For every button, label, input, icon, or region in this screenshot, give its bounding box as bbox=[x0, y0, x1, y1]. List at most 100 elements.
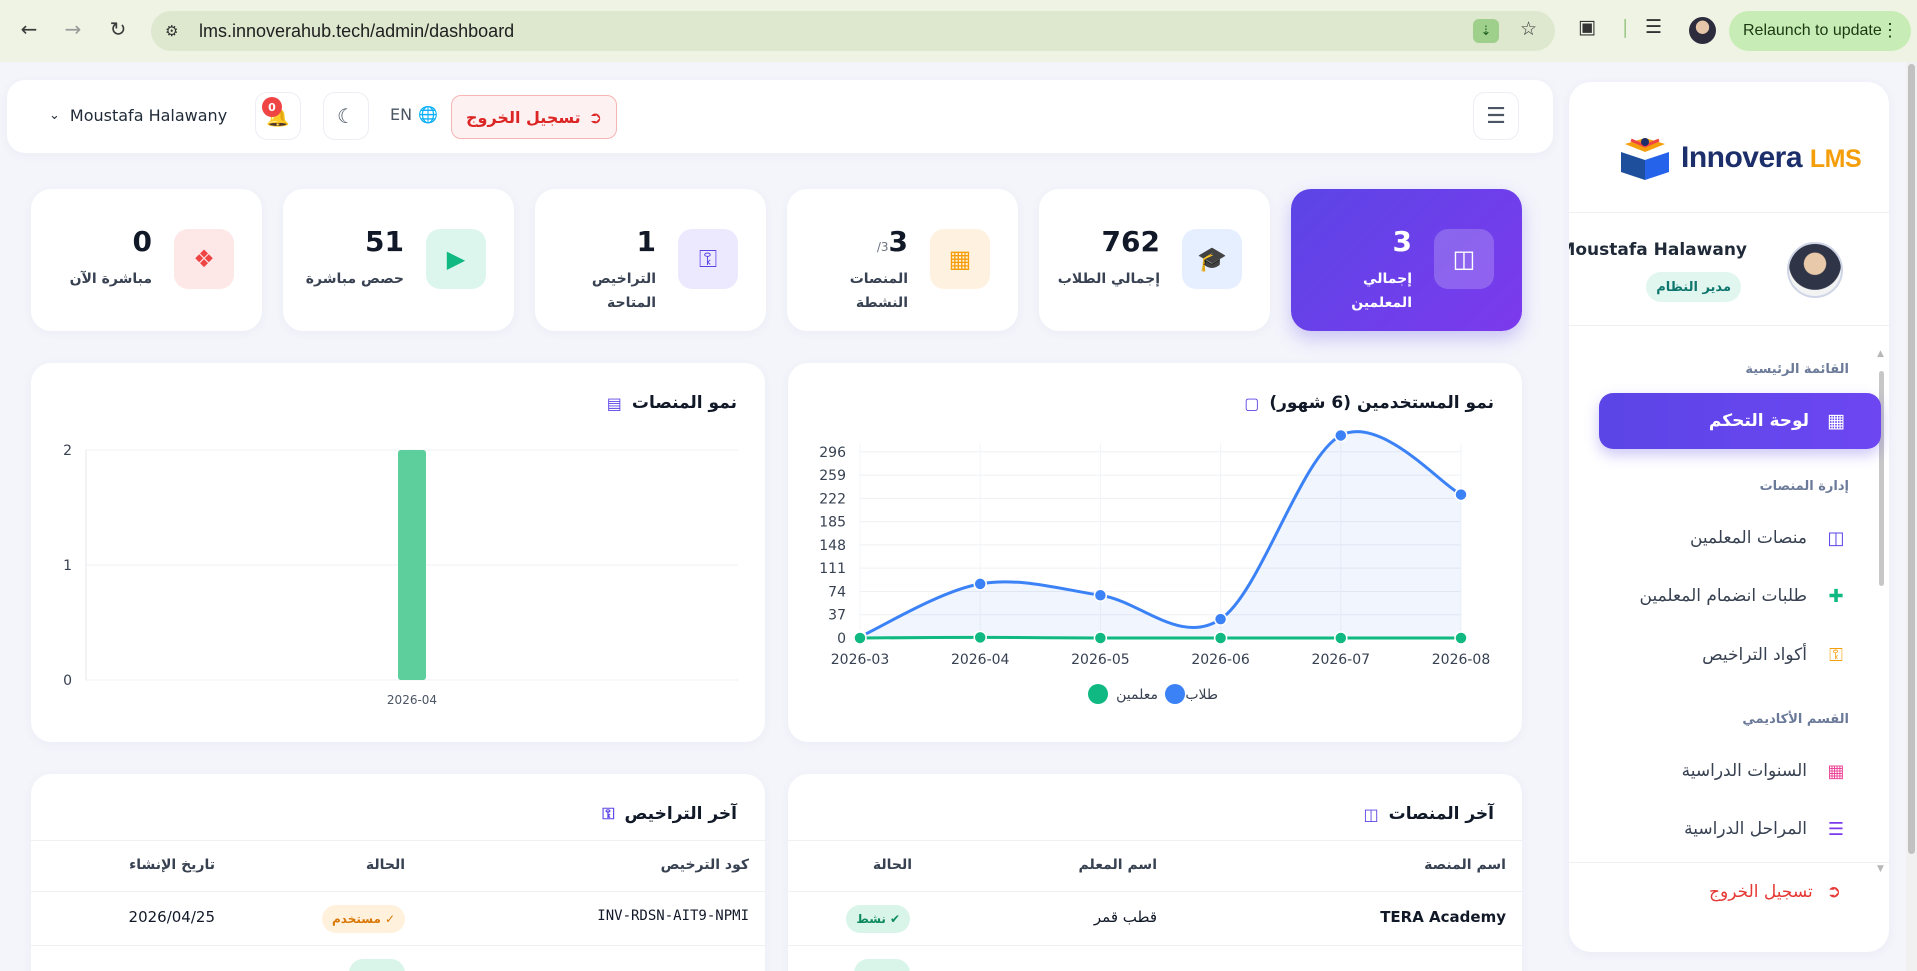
y-tick-label: 1 bbox=[63, 558, 72, 574]
logout-button[interactable]: تسجيل الخروج ➲ bbox=[451, 95, 618, 139]
language-switch[interactable]: EN 🌐 bbox=[390, 105, 438, 124]
sidebar-item-stages[interactable]: المراحل الدراسية ☰ bbox=[1684, 809, 1849, 849]
video-camera-icon: ▶ bbox=[426, 229, 486, 289]
scroll-thumb[interactable] bbox=[1879, 371, 1884, 586]
series-area bbox=[860, 431, 1461, 638]
notifications-button[interactable]: 🔔 0 bbox=[255, 92, 301, 140]
profile-avatar-icon[interactable] bbox=[1689, 17, 1716, 44]
teacher-board-icon: ◫ bbox=[1827, 527, 1845, 549]
table-row[interactable]: TERA Academy قطب قمر نشط ✔ bbox=[788, 892, 1522, 946]
data-point bbox=[1454, 631, 1468, 645]
graduation-cap-icon: 🎓 bbox=[1182, 229, 1242, 289]
scroll-down-icon[interactable]: ▼ bbox=[1877, 864, 1884, 874]
sidebar-item-label: السنوات الدراسية bbox=[1681, 761, 1807, 781]
col-created-date: تاريخ الإنشاء bbox=[129, 857, 215, 873]
table-row[interactable]: INV-RDSN-AIT9-NPMI مستخدم ✓ 2026/04/25 bbox=[31, 892, 765, 946]
scroll-thumb[interactable] bbox=[1908, 64, 1915, 854]
users-growth-chart: 0 37 74 111 148 185 222 259 296 2026-03 2026-04 202… bbox=[819, 428, 1490, 704]
user-dropdown[interactable]: ⌄ Moustafa Halawany bbox=[49, 106, 227, 125]
y-tick-label: 0 bbox=[837, 631, 846, 647]
menu-toggle[interactable]: ☰ bbox=[1473, 92, 1519, 140]
install-app-icon[interactable]: ⇣ bbox=[1473, 19, 1499, 43]
card-title: ⚿ آخر التراخيص bbox=[602, 804, 737, 824]
stat-card-platforms: ▦ /33 المنصات النشطة bbox=[787, 189, 1018, 331]
avatar[interactable] bbox=[1787, 242, 1843, 298]
data-point bbox=[973, 630, 987, 645]
logout-label: تسجيل الخروج bbox=[1709, 882, 1813, 902]
section-label-platforms: إدارة المنصات bbox=[1759, 479, 1849, 494]
globe-icon: 🌐 bbox=[418, 105, 438, 124]
card-title: ▤ نمو المنصات bbox=[606, 393, 737, 413]
address-bar[interactable]: ⚙ lms.innoverahub.tech/admin/dashboard ⇣… bbox=[151, 11, 1555, 51]
table-row[interactable] bbox=[788, 946, 1522, 971]
app-logo[interactable]: Innovera LMS bbox=[1617, 128, 1862, 188]
logout-label: تسجيل الخروج bbox=[466, 107, 581, 127]
extensions-icon[interactable]: ▣ bbox=[1578, 16, 1596, 38]
stat-card-teachers: ◫ 3 إجمالي المعلمين bbox=[1291, 189, 1522, 331]
more-menu-icon[interactable]: ⋮ bbox=[1881, 20, 1899, 40]
latest-platforms-card: ◫ آخر المنصات اسم المنصة اسم المعلم الحا… bbox=[788, 774, 1522, 971]
data-point bbox=[1454, 487, 1468, 502]
stat-value: 51 bbox=[365, 225, 404, 258]
sidebar-item-teacher-platforms[interactable]: منصات المعلمين ◫ bbox=[1690, 518, 1849, 558]
relaunch-button[interactable]: Relaunch to update ⋮ bbox=[1729, 11, 1911, 51]
theme-toggle[interactable]: ☾ bbox=[323, 92, 369, 140]
legend-label: معلمين bbox=[1116, 687, 1158, 703]
stat-label: المنصات النشطة bbox=[849, 271, 908, 311]
legend-swatch bbox=[1165, 684, 1185, 704]
users-growth-card: ▢ نمو المستخدمين (6 شهور) 0 37 74 111 148 185… bbox=[788, 363, 1522, 742]
stat-label: مباشرة الآن bbox=[69, 271, 152, 287]
hamburger-icon: ☰ bbox=[1486, 103, 1506, 129]
section-label-main: القائمة الرئيسية bbox=[1745, 362, 1849, 377]
sidebar-item-academic-years[interactable]: السنوات الدراسية ▦ bbox=[1682, 751, 1849, 791]
divider bbox=[1569, 862, 1889, 863]
building-icon: ▦ bbox=[930, 229, 990, 289]
sidebar-item-license-codes[interactable]: أكواد التراخيص ⚿ bbox=[1702, 635, 1849, 675]
site-info-icon[interactable]: ⚙ bbox=[165, 22, 179, 40]
stat-label: حصص مباشرة bbox=[305, 271, 404, 287]
logo-book-icon bbox=[1617, 134, 1673, 182]
sidebar-item-dashboard[interactable]: لوحة التحكم ▦ bbox=[1599, 393, 1881, 449]
logo-text: Innovera LMS bbox=[1681, 141, 1862, 174]
card-title: ◫ آخر المنصات bbox=[1363, 804, 1494, 824]
x-tick-label: 2026-03 bbox=[831, 652, 890, 668]
teacher-name: قطب قمر bbox=[1093, 908, 1157, 926]
status-badge: نشط ✔ bbox=[846, 905, 910, 933]
moon-icon: ☾ bbox=[337, 104, 355, 128]
stat-label: إجمالي المعلمين bbox=[1351, 271, 1412, 311]
table-header: كود الترخيص الحالة تاريخ الإنشاء bbox=[31, 840, 765, 892]
status-badge bbox=[349, 959, 405, 971]
url-text: lms.innoverahub.tech/admin/dashboard bbox=[199, 20, 515, 41]
reload-icon[interactable]: ↻ bbox=[109, 17, 127, 41]
col-status: الحالة bbox=[872, 857, 912, 873]
stat-value: 762 bbox=[1101, 225, 1160, 258]
teacher-board-icon: ◫ bbox=[1363, 804, 1379, 824]
legend-label: طلاب bbox=[1185, 687, 1218, 703]
check-circle-icon: ✔ bbox=[889, 912, 900, 926]
forward-icon[interactable]: → bbox=[64, 17, 82, 41]
sign-out-icon: ➲ bbox=[588, 107, 603, 127]
back-icon[interactable]: ← bbox=[20, 17, 38, 41]
bar bbox=[398, 450, 426, 680]
relaunch-label: Relaunch to update bbox=[1743, 22, 1882, 39]
platform-name: TERA Academy bbox=[1380, 908, 1506, 926]
data-point bbox=[1093, 631, 1108, 645]
sidebar-item-join-requests[interactable]: طلبات انضمام المعلمين ✚ bbox=[1640, 576, 1849, 616]
stat-value: 3 bbox=[1392, 225, 1412, 258]
platforms-growth-card: ▤ نمو المنصات 0 1 2 2026-04 bbox=[31, 363, 765, 742]
y-tick-label: 2 bbox=[63, 443, 72, 459]
bookmark-star-icon[interactable]: ☆ bbox=[1519, 18, 1537, 40]
stat-value: /33 bbox=[876, 225, 908, 258]
divider bbox=[1569, 212, 1889, 213]
sidebar-logout-button[interactable]: تسجيل الخروج ➲ bbox=[1709, 882, 1841, 902]
scroll-up-icon[interactable]: ▲ bbox=[1877, 349, 1884, 359]
x-tick-label: 2026-06 bbox=[1191, 652, 1250, 668]
key-icon: ⚿ bbox=[1829, 644, 1843, 666]
status-badge: مستخدم ✓ bbox=[322, 905, 405, 933]
media-control-icon[interactable]: ☰ bbox=[1645, 16, 1663, 38]
table-row[interactable] bbox=[31, 946, 765, 971]
sign-out-icon: ➲ bbox=[1826, 882, 1841, 902]
data-point bbox=[1213, 631, 1228, 645]
sidebar-scrollbar[interactable]: ▲ ▼ bbox=[1873, 349, 1889, 879]
page-scrollbar[interactable] bbox=[1906, 62, 1917, 971]
